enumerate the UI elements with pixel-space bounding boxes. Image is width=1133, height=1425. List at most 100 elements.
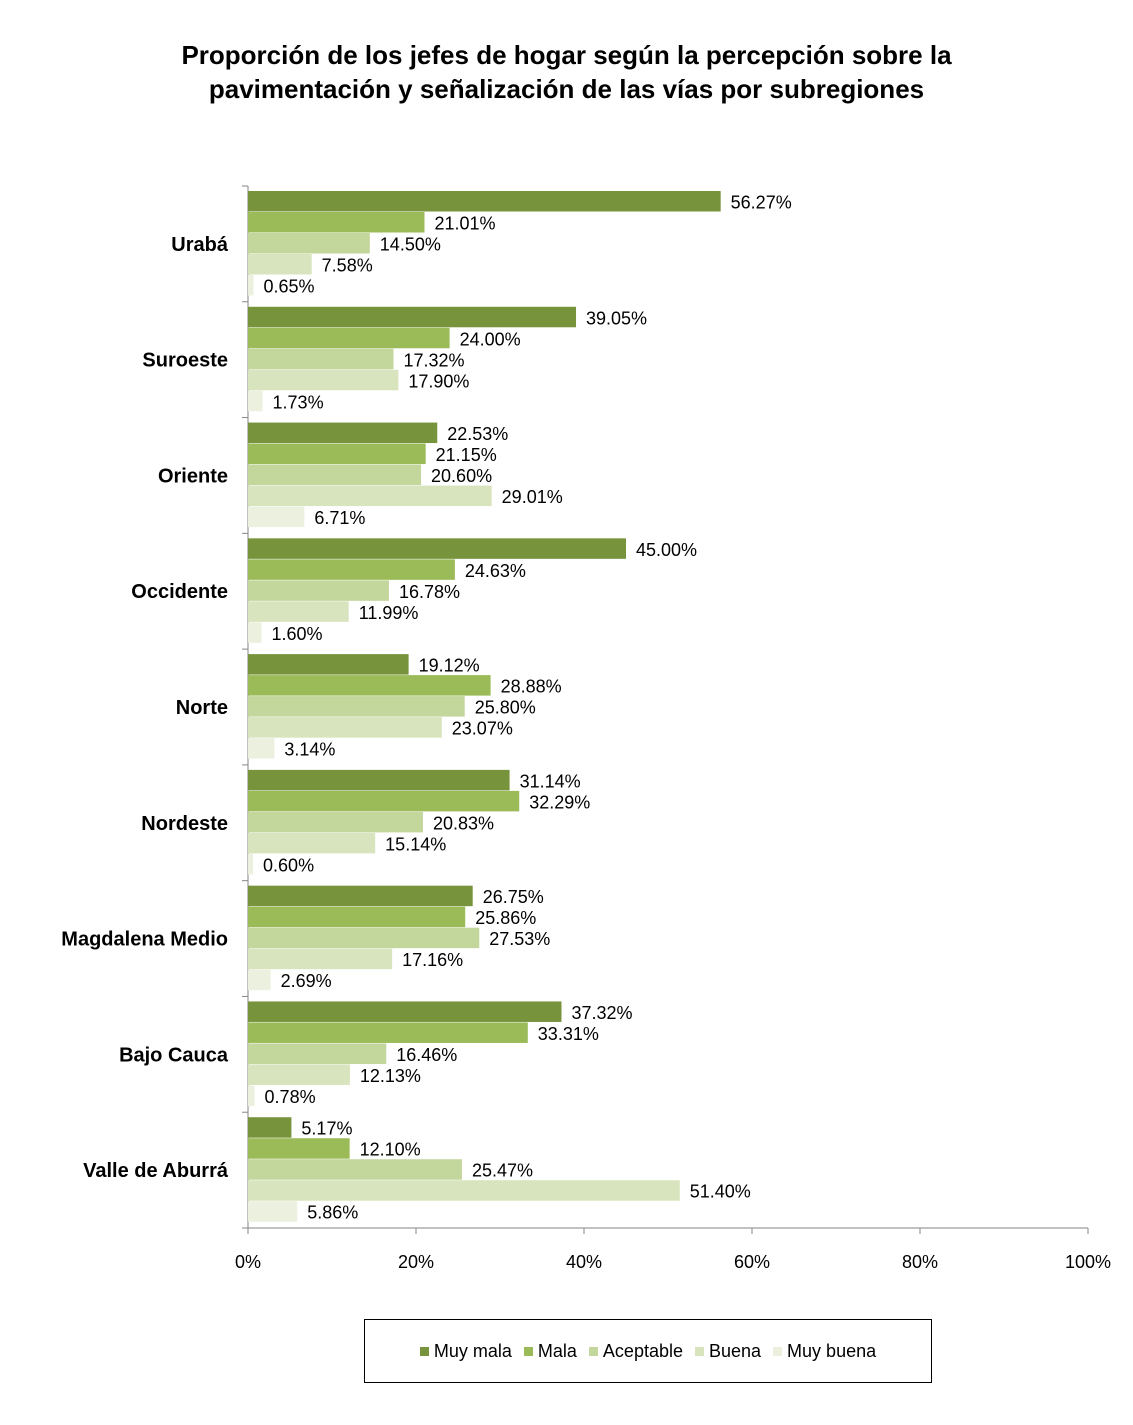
category-label: Bajo Cauca (119, 1044, 229, 1066)
data-label: 5.17% (301, 1119, 352, 1139)
legend-item: Muy mala (419, 1340, 512, 1362)
data-label: 16.78% (399, 582, 460, 602)
category-label: Occidente (131, 581, 228, 603)
data-label: 0.65% (263, 277, 314, 297)
data-label: 3.14% (284, 740, 335, 760)
bar-muy-buena (248, 1085, 255, 1106)
bar-muy-mala (248, 538, 626, 559)
bar-buena (248, 948, 393, 970)
bar-muy-buena (248, 1201, 298, 1222)
data-label: 0.60% (263, 855, 314, 875)
bar-muy-buena (248, 738, 275, 759)
legend-item: Buena (694, 1340, 762, 1362)
data-label: 0.78% (265, 1087, 316, 1107)
data-label: 32.29% (529, 792, 590, 812)
bar-aceptable (248, 233, 370, 254)
bar-mala (248, 212, 425, 233)
bar-chart: 0% 20% 40% 60% 80% 100% Urabá 56.27% 21.01%14.50… (61, 185, 1111, 1272)
bar-aceptable (248, 927, 480, 949)
legend-label: Muy mala (433, 1340, 512, 1361)
bar-mala (248, 559, 455, 580)
chart-legend: Muy mala Mala Aceptable Buena Muy buena (364, 1319, 932, 1383)
data-label: 20.83% (433, 813, 494, 833)
data-label: 33.31% (538, 1024, 599, 1044)
bar-aceptable (248, 811, 423, 833)
data-label: 6.71% (314, 508, 365, 528)
legend-swatch (523, 1346, 533, 1356)
data-label: 24.63% (465, 561, 526, 581)
bar-aceptable (248, 1159, 462, 1180)
bar-buena (248, 254, 312, 275)
bar-muy-mala (248, 885, 473, 907)
legend-item: Aceptable (588, 1340, 683, 1362)
bar-muy-buena (248, 506, 305, 528)
legend-item: Mala (523, 1340, 577, 1362)
x-tick-label: 40% (566, 1252, 602, 1272)
bar-muy-mala (248, 306, 577, 328)
data-label: 45.00% (636, 540, 697, 560)
bar-aceptable (248, 696, 465, 717)
legend-swatch (694, 1346, 704, 1356)
legend-item: Muy buena (773, 1341, 876, 1362)
data-label: 22.53% (447, 424, 508, 444)
bar-muy-buena (248, 853, 254, 875)
bar-buena (248, 1180, 680, 1201)
x-tick-label: 60% (734, 1252, 770, 1272)
bar-buena (248, 717, 442, 738)
bar-buena (248, 1064, 350, 1085)
category-label: Urabá (171, 234, 229, 256)
category-label: Magdalena Medio (61, 929, 228, 951)
bar-mala (248, 675, 491, 696)
data-label: 19.12% (419, 656, 480, 676)
data-label: 12.10% (360, 1140, 421, 1160)
bar-mala (248, 327, 450, 349)
data-label: 24.00% (460, 329, 521, 349)
data-label: 1.73% (273, 392, 324, 412)
chart-title-line-2: pavimentación y señalización de las vías… (208, 74, 925, 104)
data-label: 37.32% (571, 1003, 632, 1023)
legend-label: Muy buena (787, 1340, 877, 1361)
data-label: 25.47% (472, 1161, 533, 1181)
bar-aceptable (248, 580, 389, 601)
bar-muy-buena (248, 390, 263, 412)
bar-muy-buena (248, 622, 262, 643)
data-label: 15.14% (385, 834, 446, 854)
bar-aceptable (248, 464, 422, 486)
x-tick-label: 0% (235, 1252, 261, 1272)
legend-swatch (419, 1346, 429, 1356)
bar-muy-mala (248, 191, 721, 212)
bar-mala (248, 906, 466, 928)
legend-label: Buena (708, 1340, 762, 1361)
data-label: 16.46% (396, 1045, 457, 1065)
bar-buena (248, 485, 492, 507)
data-label: 1.60% (271, 624, 322, 644)
data-label: 51.40% (690, 1182, 751, 1202)
data-label: 5.86% (307, 1203, 358, 1223)
category-label: Norte (176, 697, 228, 719)
bar-muy-buena (248, 275, 254, 296)
chart-title: Proporción de los jefes de hogar según l… (0, 38, 1133, 106)
data-label: 39.05% (586, 308, 647, 328)
data-label: 12.13% (360, 1066, 421, 1086)
bar-mala (248, 1138, 350, 1159)
data-label: 21.01% (434, 214, 495, 234)
bar-mala (248, 1022, 528, 1043)
legend-label: Aceptable (602, 1340, 683, 1361)
legend-label: Mala (537, 1340, 577, 1361)
bar-muy-mala (248, 654, 409, 675)
bar-muy-mala (248, 422, 438, 444)
data-label: 29.01% (502, 487, 563, 507)
bar-buena (248, 832, 376, 854)
bar-muy-mala (248, 1117, 292, 1138)
data-label: 25.80% (475, 698, 536, 718)
data-label: 25.86% (475, 908, 536, 928)
data-label: 21.15% (436, 445, 497, 465)
data-label: 17.16% (402, 950, 463, 970)
legend-swatch (773, 1346, 783, 1356)
x-tick-label: 80% (902, 1252, 938, 1272)
bar-aceptable (248, 1043, 387, 1064)
data-label: 23.07% (452, 719, 513, 739)
bar-muy-buena (248, 969, 271, 991)
category-label: Valle de Aburrá (83, 1160, 229, 1182)
data-label: 28.88% (501, 677, 562, 697)
